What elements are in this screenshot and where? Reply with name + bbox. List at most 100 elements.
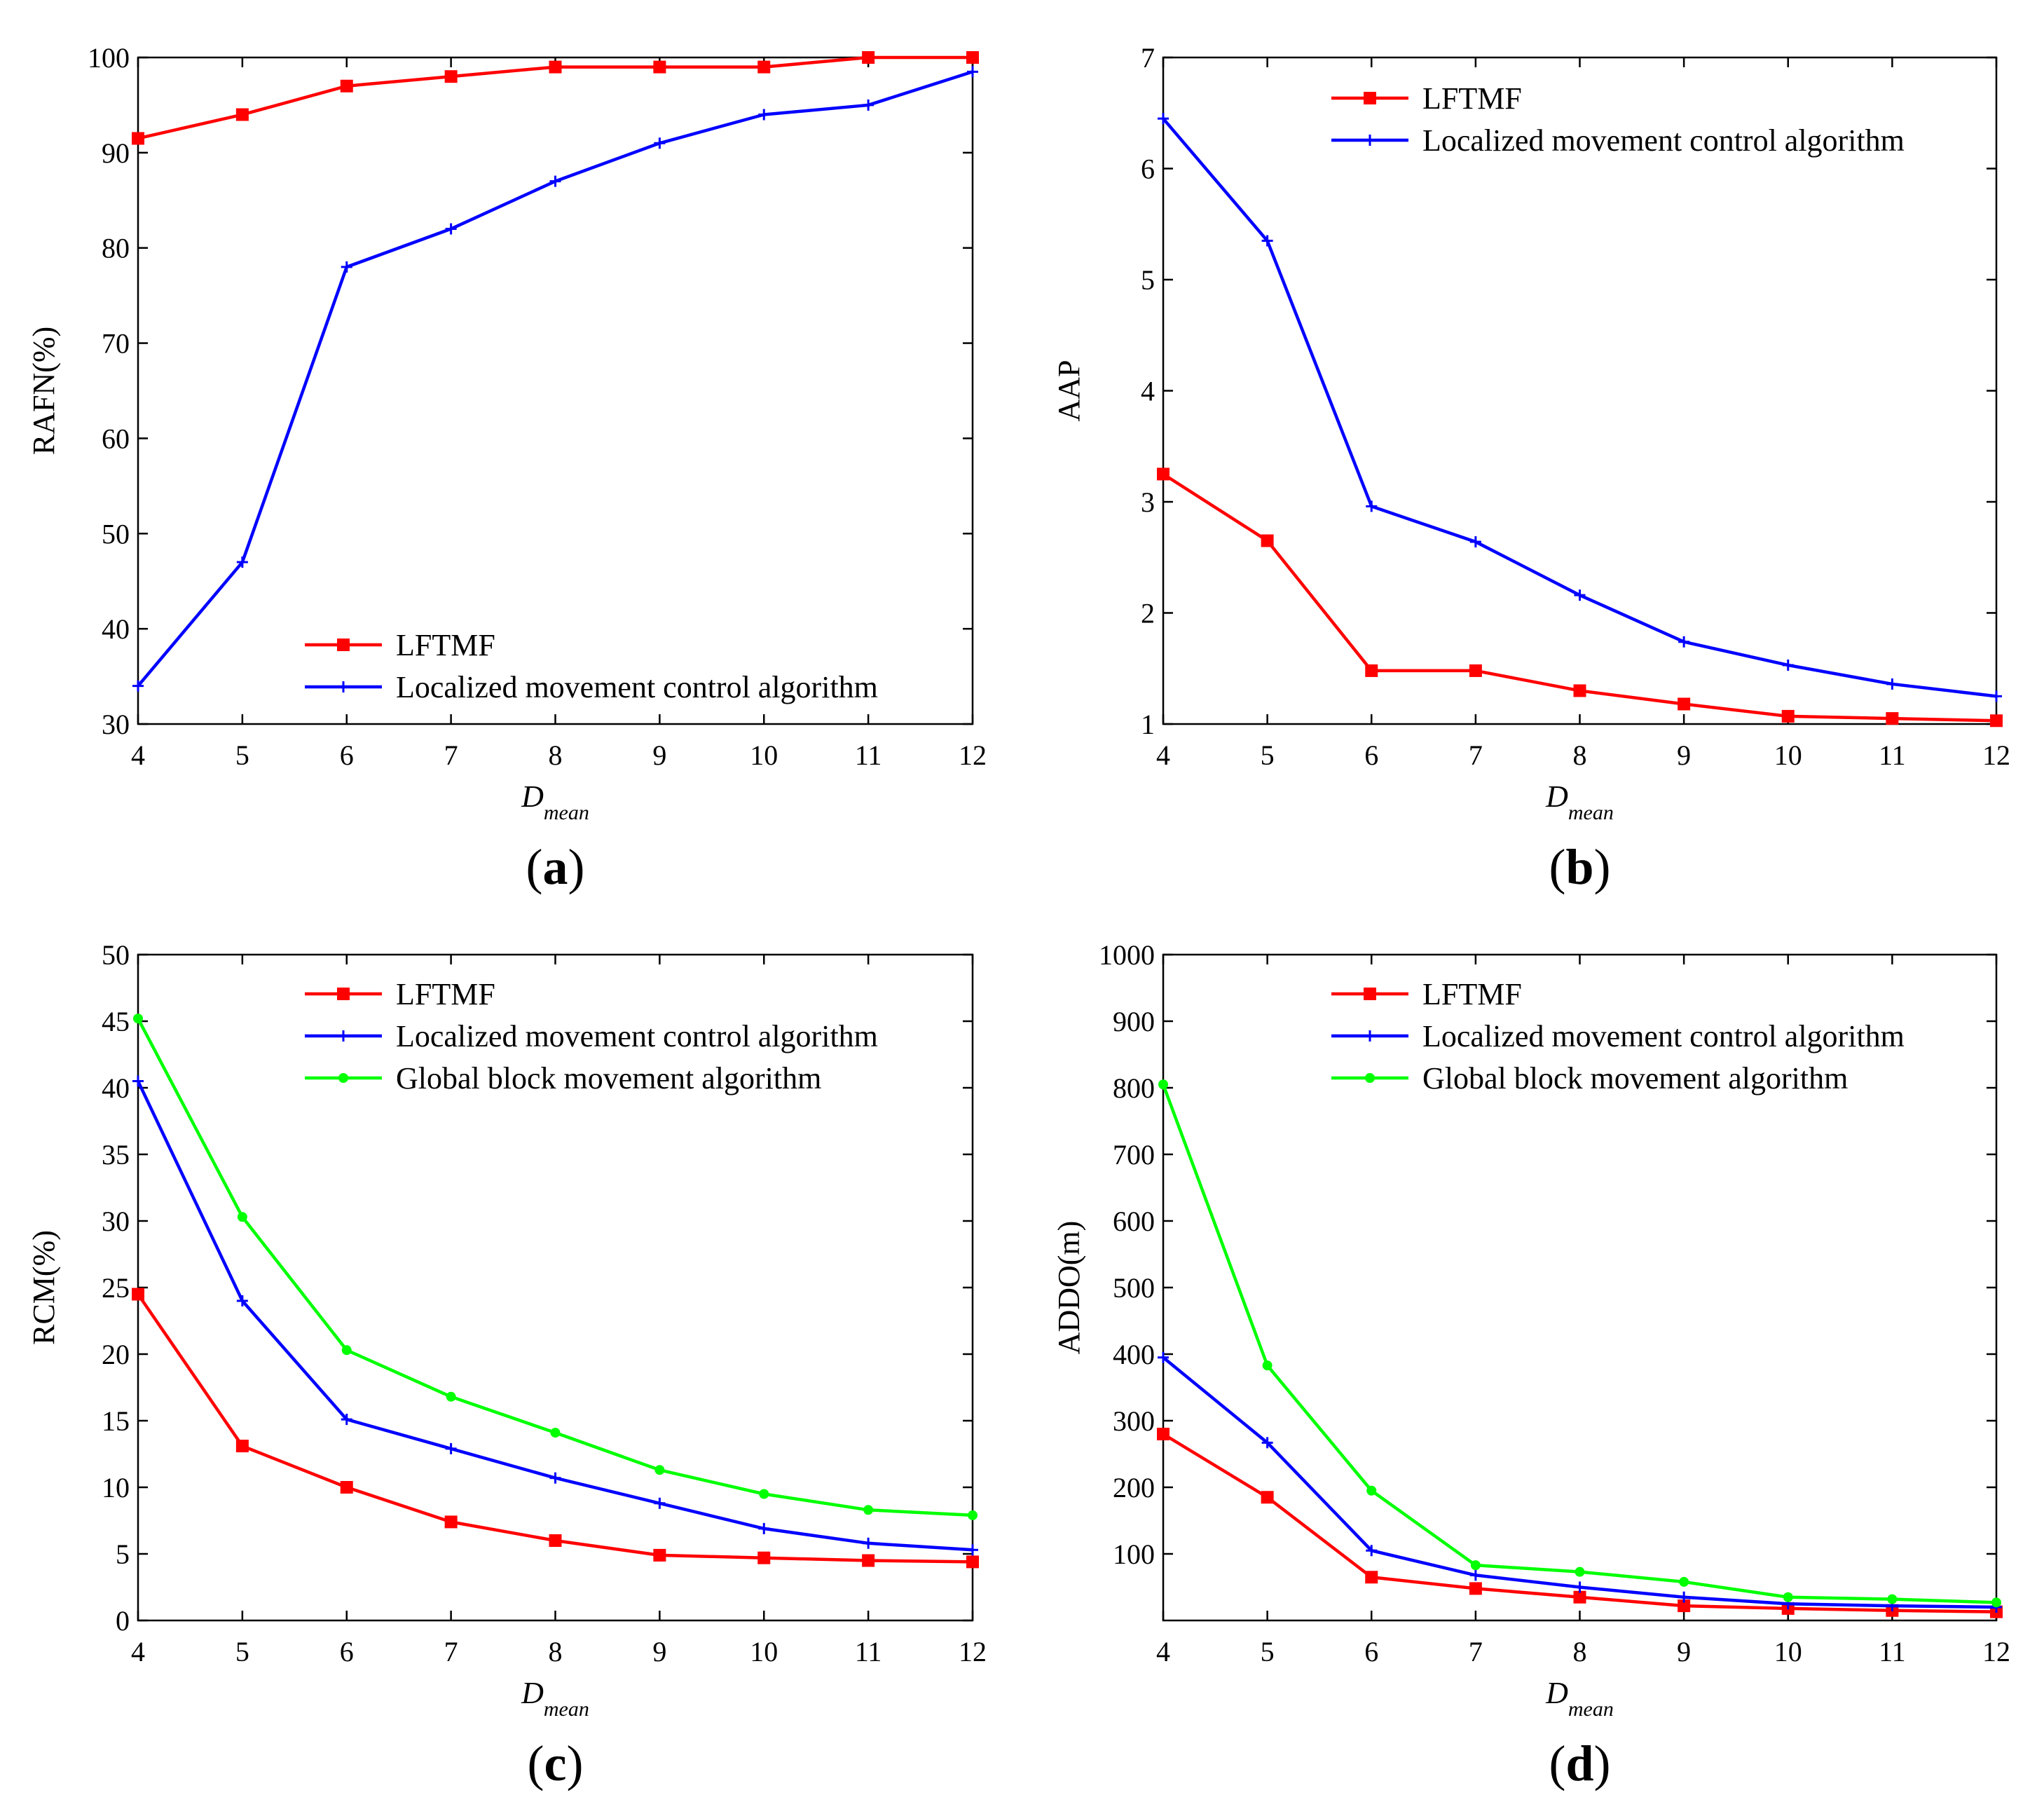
data-point <box>758 1522 770 1534</box>
data-point <box>1365 1571 1378 1584</box>
y-tick-label: 3 <box>1141 486 1155 518</box>
data-point <box>1574 1581 1586 1593</box>
series-global-block-movement-algorithm <box>1158 1079 2001 1608</box>
x-tick-label: 12 <box>959 739 987 771</box>
legend: LFTMF Localized movement control algorith… <box>1331 81 1905 158</box>
y-tick-label: 35 <box>102 1139 130 1170</box>
x-tick-label: 7 <box>1469 739 1483 771</box>
legend-swatch-marker <box>1364 135 1376 146</box>
data-point <box>863 99 874 111</box>
y-tick-label: 400 <box>1113 1339 1155 1370</box>
legend: LFTMF Localized movement control algorith… <box>305 977 878 1095</box>
x-axis-label: Dmean <box>521 779 589 824</box>
x-tick-label: 10 <box>1774 1636 1802 1667</box>
y-tick-label: 40 <box>102 1072 130 1104</box>
data-point <box>1262 1360 1273 1371</box>
data-point <box>340 1481 353 1494</box>
data-point <box>1261 534 1274 547</box>
data-point <box>132 680 144 692</box>
y-tick-label: 40 <box>102 613 130 645</box>
data-point <box>550 1428 561 1438</box>
x-tick-label: 8 <box>549 739 563 771</box>
x-tick-label: 6 <box>1364 1636 1378 1667</box>
data-point <box>968 1510 978 1520</box>
data-point <box>1157 467 1170 481</box>
legend: LFTMF Localized movement control algorith… <box>1331 977 1905 1095</box>
y-tick-label: 25 <box>102 1272 130 1304</box>
x-tick-label: 5 <box>235 739 249 771</box>
y-tick-label: 90 <box>102 137 130 169</box>
x-tick-label: 5 <box>235 1636 249 1667</box>
data-point <box>1469 1582 1482 1595</box>
x-tick-label: 11 <box>1879 1636 1906 1667</box>
data-point <box>1781 709 1795 723</box>
x-tick-label: 5 <box>1261 739 1275 771</box>
x-tick-label: 7 <box>1469 1636 1483 1667</box>
x-tick-label: 9 <box>1677 739 1691 771</box>
data-point <box>1783 1592 1793 1602</box>
y-axis-label: AAP <box>1052 360 1086 421</box>
x-tick-label: 4 <box>131 1636 145 1667</box>
data-point <box>966 51 979 64</box>
data-point <box>654 137 666 149</box>
y-tick-label: 50 <box>102 518 130 550</box>
y-tick-label: 7 <box>1141 42 1155 74</box>
data-point <box>1469 536 1481 548</box>
y-tick-label: 1 <box>1141 709 1155 740</box>
data-point <box>341 1345 352 1356</box>
data-point <box>757 1551 771 1564</box>
plot-frame <box>1162 953 1998 1622</box>
legend-entry: LFTMF <box>1422 977 1522 1011</box>
data-point <box>1573 684 1586 697</box>
y-tick-label: 5 <box>116 1538 130 1570</box>
data-point <box>1991 690 2002 702</box>
data-point <box>444 1515 458 1529</box>
y-tick-label: 70 <box>102 328 130 360</box>
data-point <box>340 79 353 93</box>
series-localized-movement-control-algorithm <box>132 1075 978 1556</box>
data-point <box>1261 1437 1273 1449</box>
y-tick-label: 50 <box>102 939 130 971</box>
legend-swatch-marker <box>1364 92 1376 104</box>
y-tick-label: 100 <box>1113 1538 1155 1570</box>
x-tick-label: 7 <box>444 739 458 771</box>
y-tick-label: 5 <box>1141 264 1155 296</box>
data-point <box>1366 500 1378 512</box>
data-point <box>132 1075 144 1087</box>
data-point <box>133 1013 143 1024</box>
legend-swatch-marker <box>338 1030 349 1042</box>
data-point <box>1886 678 1898 690</box>
data-point <box>1261 235 1273 247</box>
data-point <box>966 1555 979 1569</box>
series-global-block-movement-algorithm <box>133 1013 978 1520</box>
data-point <box>759 1489 769 1499</box>
data-point <box>1575 1566 1585 1577</box>
legend-entry: LFTMF <box>396 628 495 662</box>
data-point <box>1158 1351 1169 1363</box>
y-tick-label: 300 <box>1113 1405 1155 1437</box>
x-tick-label: 4 <box>1156 1636 1170 1667</box>
data-point <box>1887 1594 1898 1604</box>
data-point <box>549 175 561 187</box>
legend-entry: Localized movement control algorithm <box>1422 123 1905 158</box>
plot-frame <box>137 953 974 1622</box>
data-point <box>653 60 666 74</box>
data-point <box>549 60 562 74</box>
x-tick-label: 8 <box>1573 1636 1587 1667</box>
data-point <box>1366 1545 1378 1557</box>
panel-label: (b) <box>1549 839 1610 895</box>
legend-swatch-marker <box>1364 1030 1376 1042</box>
data-point <box>757 60 771 74</box>
data-point <box>653 1548 666 1562</box>
data-point <box>445 1442 457 1454</box>
legend-swatch-marker <box>1364 988 1376 1000</box>
data-point <box>1469 1569 1481 1581</box>
y-tick-label: 20 <box>102 1339 130 1370</box>
data-point <box>967 66 978 78</box>
x-tick-label: 8 <box>1573 739 1587 771</box>
y-axis-label: ADDO(m) <box>1052 1221 1086 1355</box>
x-tick-label: 12 <box>1982 739 2010 771</box>
chart-panel-b: 4 5 6 7 8 9 10 11 121234567DmeanAAP(b)LFTMFLocal… <box>1052 42 2010 895</box>
panel-label: (d) <box>1549 1735 1610 1791</box>
